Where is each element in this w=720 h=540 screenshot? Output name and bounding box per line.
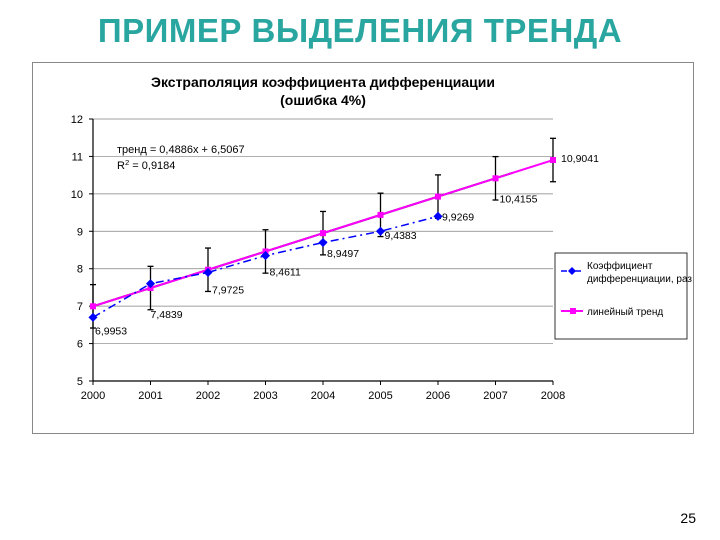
value-label: 7,4839 — [151, 309, 183, 321]
coef-marker — [319, 239, 327, 247]
value-label: 10,4155 — [500, 193, 538, 205]
trend-marker — [321, 231, 326, 236]
chart-container: Экстраполяция коэффициента дифференциаци… — [32, 62, 694, 434]
coef-marker — [434, 212, 442, 220]
x-tick-label: 2006 — [426, 390, 450, 402]
value-label: 8,4611 — [270, 266, 301, 278]
x-tick-label: 2000 — [81, 390, 105, 402]
value-label: 7,9725 — [212, 285, 244, 297]
chart-title-line2: (ошибка 4%) — [280, 92, 366, 108]
trend-marker — [436, 194, 441, 199]
legend-label: дифференциации, раз — [587, 273, 692, 285]
x-tick-label: 2002 — [196, 390, 220, 402]
trend-marker — [493, 176, 498, 181]
trend-equation: тренд = 0,4886x + 6,5067 — [117, 144, 245, 156]
slide: ПРИМЕР ВЫДЕЛЕНИЯ ТРЕНДА Экстраполяция ко… — [0, 0, 720, 540]
x-tick-label: 2007 — [483, 390, 507, 402]
x-tick-label: 2005 — [368, 390, 392, 402]
trend-marker — [551, 158, 556, 163]
chart-title-line1: Экстраполяция коэффициента дифференциаци… — [151, 74, 495, 90]
page-number: 25 — [680, 510, 696, 526]
value-label: 6,9953 — [95, 325, 127, 337]
y-tick-label: 10 — [71, 189, 83, 201]
y-tick-label: 7 — [77, 301, 83, 313]
y-tick-label: 6 — [77, 339, 83, 351]
trend-marker — [91, 304, 96, 309]
coef-marker — [89, 314, 97, 322]
slide-title: ПРИМЕР ВЫДЕЛЕНИЯ ТРЕНДА — [30, 12, 690, 50]
r-squared: R2 = 0,9184 — [117, 158, 175, 173]
value-label: 9,9269 — [442, 212, 474, 224]
value-label: 8,9497 — [327, 248, 359, 260]
y-tick-label: 5 — [77, 376, 83, 388]
y-tick-label: 9 — [77, 226, 83, 238]
coef-marker — [377, 227, 385, 235]
y-tick-label: 8 — [77, 264, 83, 276]
legend-label: Коэффициент — [587, 260, 653, 272]
y-tick-label: 11 — [72, 151, 83, 163]
chart-svg: Экстраполяция коэффициента дифференциаци… — [33, 63, 693, 433]
x-tick-label: 2004 — [311, 390, 335, 402]
legend-swatch-marker — [570, 308, 576, 314]
x-tick-label: 2008 — [541, 390, 565, 402]
value-label: 10,9041 — [561, 153, 599, 165]
x-tick-label: 2001 — [138, 390, 162, 402]
value-label: 9,4383 — [385, 230, 417, 242]
x-tick-label: 2003 — [253, 390, 277, 402]
y-tick-label: 12 — [71, 114, 83, 126]
legend-label: линейный тренд — [587, 307, 663, 318]
trend-marker — [378, 212, 383, 217]
